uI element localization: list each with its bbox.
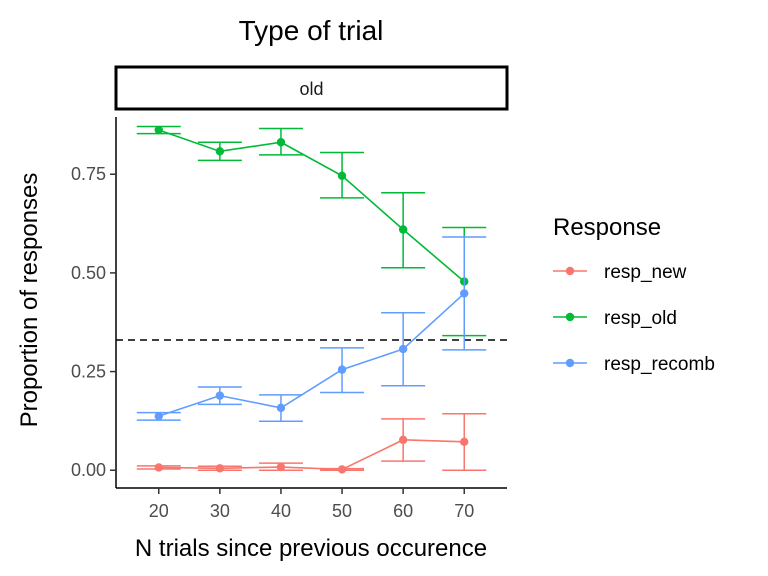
data-point	[337, 171, 347, 181]
y-tick-label: 0.75	[71, 164, 106, 184]
x-tick-label: 30	[210, 501, 230, 521]
data-point	[460, 289, 469, 298]
data-point	[276, 462, 286, 472]
series-resp_new	[136, 413, 487, 474]
data-point	[398, 435, 408, 445]
data-point	[398, 344, 408, 354]
data-point	[154, 463, 163, 472]
data-point	[154, 125, 163, 135]
data-point	[154, 411, 163, 421]
data-point	[215, 391, 225, 400]
data-point	[276, 138, 286, 147]
x-axis-ticks: 20 30 40 50 60 70	[149, 488, 474, 521]
x-tick-label: 20	[149, 501, 169, 521]
x-tick-label: 50	[332, 501, 352, 521]
x-tick-label: 40	[271, 501, 291, 521]
facet-label: old	[299, 79, 323, 99]
legend-item-resp_recomb: resp_recomb	[553, 354, 715, 375]
series-resp_old	[136, 125, 487, 337]
plot-area	[116, 125, 507, 474]
series-line	[158, 292, 465, 417]
legend-key-point	[565, 312, 575, 322]
facet-strip	[114, 65, 509, 111]
y-axis-ticks: 0.00 0.25 0.50 0.75	[71, 164, 116, 480]
legend-key-point	[565, 358, 575, 368]
data-point	[215, 147, 225, 156]
legend-label: resp_new	[604, 262, 687, 283]
series-line	[158, 129, 465, 283]
y-tick-label: 0.50	[71, 263, 106, 283]
legend-item-resp_old: resp_old	[553, 308, 677, 329]
series-resp_recomb	[136, 236, 487, 423]
data-point	[460, 437, 469, 447]
chart-title: Type of trial	[239, 15, 384, 46]
legend-key-point	[565, 266, 575, 276]
data-point	[276, 403, 286, 413]
x-tick-label: 60	[393, 501, 413, 521]
legend-item-resp_new: resp_new	[553, 262, 687, 283]
y-axis-title: Proportion of responses	[16, 173, 43, 428]
legend-title: Response	[553, 214, 661, 241]
data-point	[398, 225, 408, 234]
y-tick-label: 0.00	[71, 460, 106, 480]
legend-label: resp_recomb	[604, 354, 715, 375]
legend: Response resp_new resp_old resp_recomb	[553, 214, 715, 375]
data-point	[337, 465, 347, 474]
y-tick-label: 0.25	[71, 362, 106, 382]
series-line	[158, 439, 465, 471]
legend-label: resp_old	[604, 308, 677, 329]
x-axis-title: N trials since previous occurence	[135, 535, 487, 562]
data-point	[337, 365, 347, 374]
data-point	[215, 464, 225, 473]
x-tick-label: 70	[454, 501, 474, 521]
